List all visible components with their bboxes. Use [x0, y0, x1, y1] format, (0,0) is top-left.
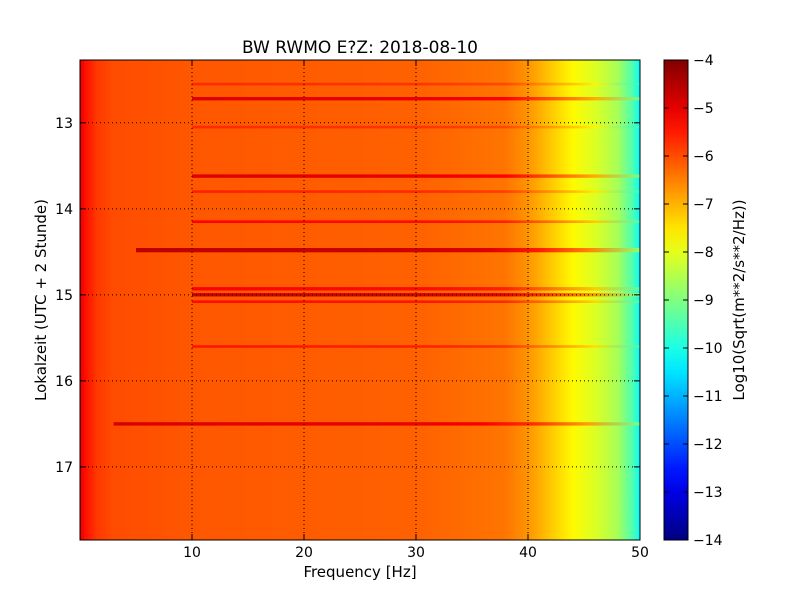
plot-area: 10 20 30 40 50 13 14 15 16 17 [55, 59, 649, 561]
y-tick-label: 14 [55, 202, 73, 218]
y-tick-label: 17 [55, 460, 73, 476]
colorbar-tick-label: −13 [693, 485, 723, 501]
chart-title: BW RWMO E?Z: 2018-08-10 [242, 38, 478, 58]
heatmap-band [192, 97, 640, 101]
colorbar-ticks: −4 −5 −6 −7 −8 −9 −10 −11 −12 −13 −14 [664, 53, 723, 549]
colorbar-tick-label: −5 [693, 101, 714, 117]
colorbar: −4 −5 −6 −7 −8 −9 −10 −11 −12 −13 −14 Log10(Sqrt(m… [663, 53, 748, 549]
colorbar-tick-label: −8 [693, 245, 714, 261]
colorbar-tick-label: −14 [693, 533, 723, 549]
plot-frame [79, 59, 641, 541]
heatmap-band [192, 345, 640, 348]
heatmap-band [192, 125, 640, 129]
heatmap-band [192, 300, 640, 303]
grid-lines [80, 60, 640, 540]
x-tick-label: 10 [183, 545, 201, 561]
y-axis-label: Lokalzeit (UTC + 2 Stunde) [32, 199, 50, 401]
y-tick-label: 16 [55, 374, 73, 390]
x-axis-ticks: 10 20 30 40 50 [183, 60, 649, 561]
colorbar-tick-label: −6 [693, 149, 714, 165]
heatmap-band [136, 248, 640, 253]
heatmap-band [113, 422, 640, 426]
x-tick-label: 30 [407, 545, 425, 561]
colorbar-tick-label: −11 [693, 389, 723, 405]
colorbar-tick-label: −7 [693, 197, 714, 213]
x-axis-label: Frequency [Hz] [303, 563, 416, 581]
colorbar-tick-label: −4 [693, 53, 714, 69]
heatmap-band [192, 220, 640, 223]
heatmap-background [80, 60, 640, 540]
x-tick-label: 20 [295, 545, 313, 561]
colorbar-tick-label: −9 [693, 293, 714, 309]
x-tick-label: 40 [519, 545, 537, 561]
colorbar-label: Log10(Sqrt(m**2/s**2/Hz)) [730, 199, 748, 400]
x-tick-label: 50 [631, 545, 649, 561]
heatmap-band [192, 190, 640, 193]
y-axis-ticks: 13 14 15 16 17 [55, 116, 640, 476]
y-tick-label: 15 [55, 288, 73, 304]
colorbar-tick-label: −10 [693, 341, 723, 357]
y-tick-label: 13 [55, 116, 73, 132]
colorbar-tick-label: −12 [693, 437, 723, 453]
